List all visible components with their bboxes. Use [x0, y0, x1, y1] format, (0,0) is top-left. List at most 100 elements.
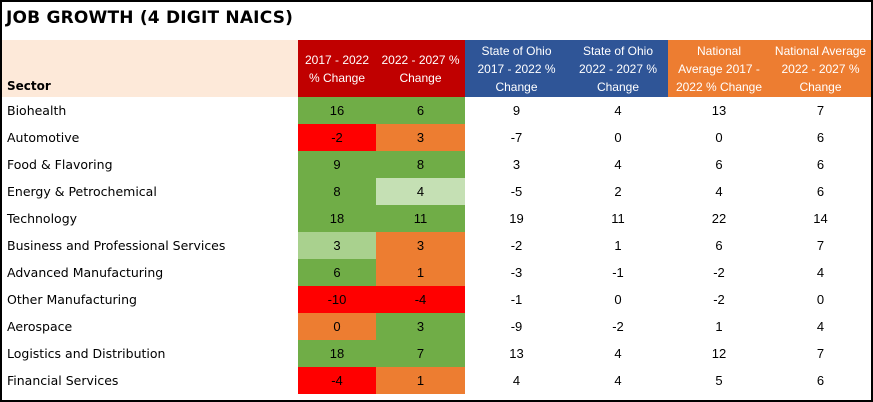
- value-cell-2022-2027[interactable]: 3: [376, 232, 465, 259]
- value-cell-ohio-2017-2022[interactable]: 4: [512, 373, 521, 388]
- header-line: Change: [799, 79, 842, 94]
- value-cell-ohio-2017-2022[interactable]: -7: [510, 130, 523, 145]
- sector-cell[interactable]: Biohealth: [7, 103, 67, 118]
- value-cell-ohio-2022-2027[interactable]: 4: [614, 157, 622, 172]
- value-cell-2017-2022[interactable]: 0: [298, 313, 376, 340]
- value-cell-2017-2022[interactable]: -10: [298, 286, 376, 313]
- value-cell-ohio-2022-2027[interactable]: 1: [614, 238, 622, 253]
- value-cell-2017-2022[interactable]: 8: [298, 178, 376, 205]
- value-cell-2022-2027[interactable]: 3: [376, 313, 465, 340]
- sector-cell[interactable]: Food & Flavoring: [7, 157, 113, 172]
- value-cell-national-2017-2022[interactable]: 6: [715, 157, 723, 172]
- value-cell-2017-2022[interactable]: 3: [298, 232, 376, 259]
- value-cell-ohio-2022-2027[interactable]: 11: [611, 211, 625, 226]
- value-cell-national-2022-2027[interactable]: 7: [816, 103, 825, 118]
- table-row: Automotive -2 3 -7 0 0 6: [2, 124, 871, 151]
- value-cell-national-2017-2022[interactable]: 22: [711, 211, 727, 226]
- table-row: Other Manufacturing -10 -4 -1 0 -2 0: [2, 286, 871, 313]
- header-line: 2022 - 2027 %: [381, 52, 460, 67]
- value-cell-ohio-2017-2022[interactable]: 3: [512, 157, 521, 172]
- header-line: 2017 - 2022 %: [477, 61, 556, 76]
- sector-cell[interactable]: Automotive: [7, 130, 80, 145]
- value-cell-national-2022-2027[interactable]: 6: [816, 130, 825, 145]
- value-cell-national-2017-2022[interactable]: -2: [713, 292, 725, 307]
- value-cell-ohio-2017-2022[interactable]: 13: [509, 346, 524, 361]
- table-row: Financial Services -4 1 4 4 5 6: [2, 367, 871, 394]
- value-cell-national-2022-2027[interactable]: 7: [816, 238, 825, 253]
- column-header-ohio-2022-2027: State of Ohio 2022 - 2027 % Change: [568, 40, 668, 97]
- value-cell-ohio-2022-2027[interactable]: 2: [614, 184, 622, 199]
- value-cell-2022-2027[interactable]: 6: [376, 97, 465, 124]
- table-row: Food & Flavoring 9 8 3 4 6 6: [2, 151, 871, 178]
- value-cell-2017-2022[interactable]: 18: [298, 205, 376, 232]
- header-line: Change: [399, 70, 442, 85]
- table-row: Energy & Petrochemical 8 4 -5 2 4 6: [2, 178, 871, 205]
- value-cell-2017-2022[interactable]: -2: [298, 124, 376, 151]
- value-cell-national-2017-2022[interactable]: 1: [715, 319, 723, 334]
- value-cell-2017-2022[interactable]: 9: [298, 151, 376, 178]
- sector-cell[interactable]: Aerospace: [7, 319, 73, 334]
- value-cell-ohio-2017-2022[interactable]: -5: [510, 184, 523, 199]
- table-row: Aerospace 0 3 -9 -2 1 4: [2, 313, 871, 340]
- value-cell-2022-2027[interactable]: -4: [376, 286, 465, 313]
- header-line: State of Ohio: [582, 43, 654, 58]
- value-cell-2022-2027[interactable]: 4: [376, 178, 465, 205]
- value-cell-2017-2022[interactable]: -4: [298, 367, 376, 394]
- value-cell-ohio-2022-2027[interactable]: 4: [614, 103, 622, 118]
- sector-cell[interactable]: Business and Professional Services: [7, 238, 226, 253]
- value-cell-2022-2027[interactable]: 7: [376, 340, 465, 367]
- value-cell-ohio-2022-2027[interactable]: 0: [614, 292, 622, 307]
- value-cell-2022-2027[interactable]: 11: [376, 205, 465, 232]
- value-cell-ohio-2017-2022[interactable]: -9: [510, 319, 523, 334]
- header-line: Change: [495, 79, 538, 94]
- value-cell-ohio-2017-2022[interactable]: 19: [509, 211, 524, 226]
- column-header-2017-2022: 2017 - 2022 % Change: [298, 40, 376, 97]
- value-cell-national-2017-2022[interactable]: 13: [711, 103, 727, 118]
- table-row: Business and Professional Services 3 3 -…: [2, 232, 871, 259]
- sector-cell[interactable]: Other Manufacturing: [7, 292, 137, 307]
- value-cell-national-2017-2022[interactable]: -2: [713, 265, 725, 280]
- column-header-ohio-2017-2022: State of Ohio 2017 - 2022 % Change: [465, 40, 568, 97]
- value-cell-2017-2022[interactable]: 18: [298, 340, 376, 367]
- sector-cell[interactable]: Technology: [7, 211, 78, 226]
- value-cell-national-2017-2022[interactable]: 5: [715, 373, 723, 388]
- value-cell-2022-2027[interactable]: 3: [376, 124, 465, 151]
- value-cell-national-2022-2027[interactable]: 14: [813, 211, 828, 226]
- sector-column-header: Sector: [2, 40, 298, 97]
- value-cell-ohio-2017-2022[interactable]: -3: [510, 265, 523, 280]
- value-cell-ohio-2022-2027[interactable]: 0: [614, 130, 622, 145]
- sector-cell[interactable]: Financial Services: [7, 373, 119, 388]
- value-cell-ohio-2022-2027[interactable]: 4: [614, 346, 622, 361]
- value-cell-national-2022-2027[interactable]: 6: [816, 373, 825, 388]
- value-cell-ohio-2017-2022[interactable]: -1: [510, 292, 523, 307]
- value-cell-2022-2027[interactable]: 8: [376, 151, 465, 178]
- sector-cell[interactable]: Advanced Manufacturing: [7, 265, 164, 280]
- value-cell-national-2022-2027[interactable]: 7: [816, 346, 825, 361]
- value-cell-national-2022-2027[interactable]: 6: [816, 184, 825, 199]
- header-line: % Change: [308, 70, 366, 85]
- value-cell-national-2017-2022[interactable]: 6: [715, 238, 723, 253]
- value-cell-ohio-2022-2027[interactable]: 4: [614, 373, 622, 388]
- value-cell-ohio-2017-2022[interactable]: -2: [510, 238, 523, 253]
- value-cell-national-2017-2022[interactable]: 0: [715, 130, 723, 145]
- header-line: National: [696, 43, 742, 58]
- value-cell-2017-2022[interactable]: 16: [298, 97, 376, 124]
- value-cell-national-2022-2027[interactable]: 4: [816, 265, 825, 280]
- value-cell-ohio-2022-2027[interactable]: -2: [612, 319, 624, 334]
- header-line: 2022 - 2027 %: [781, 61, 860, 76]
- value-cell-2022-2027[interactable]: 1: [376, 259, 465, 286]
- value-cell-ohio-2017-2022[interactable]: 9: [512, 103, 521, 118]
- value-cell-national-2022-2027[interactable]: 4: [816, 319, 825, 334]
- value-cell-national-2022-2027[interactable]: 6: [816, 157, 825, 172]
- value-cell-national-2022-2027[interactable]: 0: [816, 292, 825, 307]
- value-cell-national-2017-2022[interactable]: 12: [711, 346, 727, 361]
- value-cell-national-2017-2022[interactable]: 4: [715, 184, 723, 199]
- sector-cell[interactable]: Logistics and Distribution: [7, 346, 166, 361]
- sheet-title: JOB GROWTH (4 DIGIT NAICS): [6, 8, 294, 28]
- value-cell-ohio-2022-2027[interactable]: -1: [612, 265, 624, 280]
- sector-cell[interactable]: Energy & Petrochemical: [7, 184, 157, 199]
- table-row: Advanced Manufacturing 6 1 -3 -1 -2 4: [2, 259, 871, 286]
- value-cell-2017-2022[interactable]: 6: [298, 259, 376, 286]
- value-cell-2022-2027[interactable]: 1: [376, 367, 465, 394]
